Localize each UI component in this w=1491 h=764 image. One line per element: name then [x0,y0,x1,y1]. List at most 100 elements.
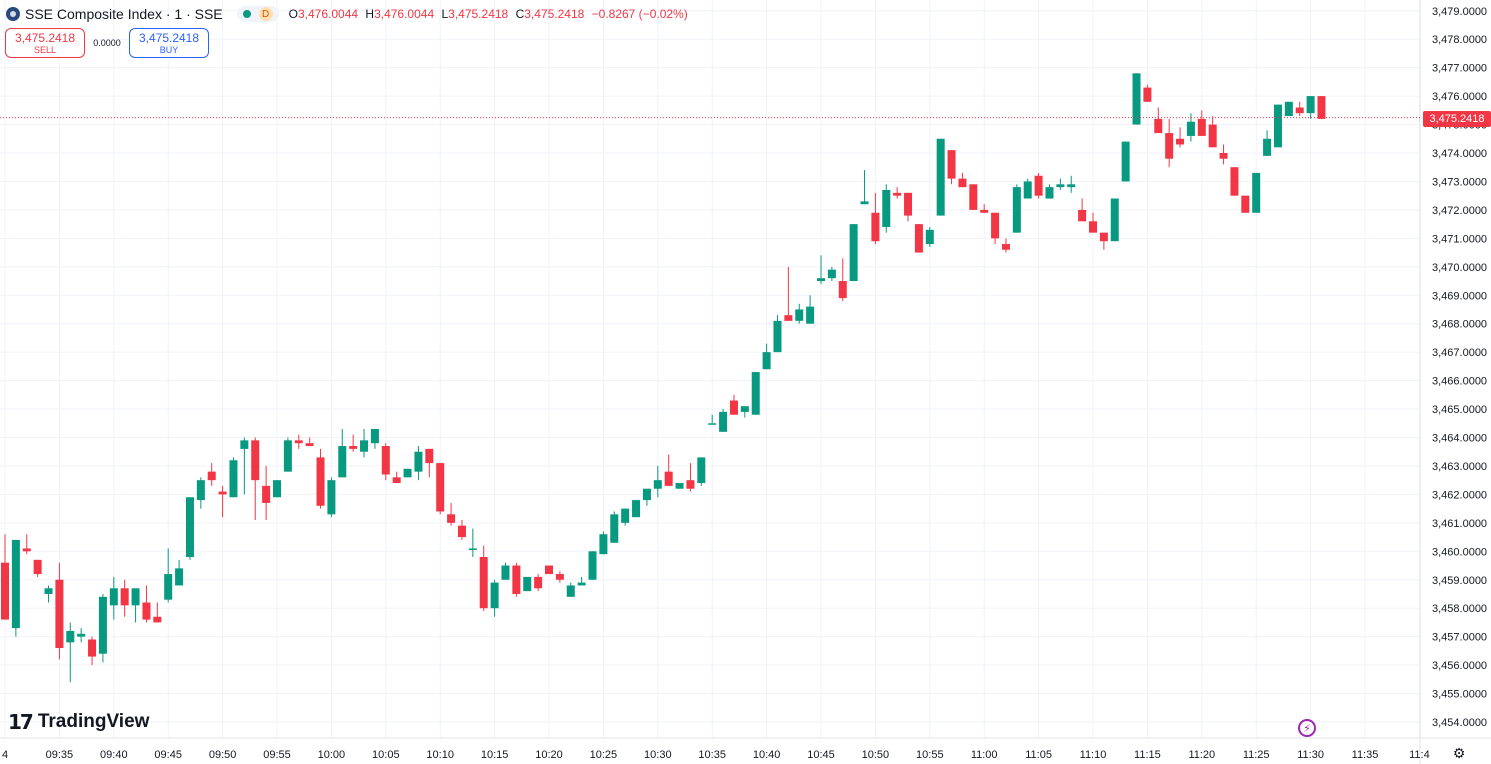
candle[interactable] [806,295,815,324]
candle[interactable] [425,448,434,478]
candle[interactable] [153,602,162,623]
candle[interactable] [849,224,858,282]
candle[interactable] [360,428,369,458]
candle[interactable] [262,465,271,521]
candle[interactable] [120,579,129,617]
candle[interactable] [566,582,575,597]
candle[interactable] [457,520,466,540]
candle[interactable] [860,170,869,205]
candle[interactable] [1056,178,1065,190]
candle[interactable] [664,454,673,486]
candle[interactable] [697,457,706,486]
candle[interactable] [936,138,945,216]
candle[interactable] [621,508,630,526]
candle[interactable] [22,534,31,555]
candle[interactable] [893,187,902,199]
candle[interactable] [1208,116,1217,148]
candle[interactable] [914,224,923,253]
candle[interactable] [577,576,586,586]
candle[interactable] [283,437,292,472]
candle[interactable] [1295,101,1304,117]
gear-icon[interactable]: ⚙ [1452,744,1466,761]
candle[interactable] [109,576,118,620]
candle[interactable] [1012,184,1021,233]
candle[interactable] [392,471,401,484]
candle[interactable] [131,588,140,623]
candle[interactable] [773,315,782,353]
candle[interactable] [588,551,597,580]
candle[interactable] [1252,172,1261,213]
candle[interactable] [904,192,913,222]
candle[interactable] [240,437,249,495]
candle[interactable] [740,406,749,418]
candle[interactable] [316,448,325,509]
candle[interactable] [479,545,488,612]
candle[interactable] [349,434,358,452]
candle[interactable] [642,488,651,506]
candle[interactable] [1176,127,1185,148]
candle[interactable] [98,593,107,663]
candle[interactable] [827,266,836,282]
candle[interactable] [338,428,347,478]
candle[interactable] [403,468,412,478]
candle[interactable] [1110,198,1119,242]
candle[interactable] [871,192,880,245]
candle[interactable] [545,565,553,575]
candle[interactable] [1143,84,1152,102]
candle[interactable] [164,548,173,603]
candle[interactable] [44,585,53,603]
candle[interactable] [817,255,825,284]
candle[interactable] [729,394,738,415]
candle[interactable] [1,534,9,620]
candle[interactable] [501,562,510,580]
candle[interactable] [784,266,793,321]
candle[interactable] [534,574,543,592]
candle[interactable] [1078,198,1087,222]
candle[interactable] [1154,107,1163,134]
candle[interactable] [675,483,684,489]
candle[interactable] [207,463,216,486]
candle[interactable] [1034,172,1043,199]
candle[interactable] [218,485,227,518]
flash-icon[interactable]: ⚡ [1298,719,1316,737]
candle[interactable] [33,559,42,577]
candle[interactable] [447,502,456,526]
candle[interactable] [719,409,728,432]
candle[interactable] [1284,101,1293,117]
sell-button[interactable]: 3,475.2418 SELL [5,28,85,58]
candle[interactable] [1186,113,1195,142]
candle[interactable] [381,443,390,481]
candle[interactable] [273,480,281,498]
candle[interactable] [958,172,967,188]
candle[interactable] [251,437,260,521]
candle[interactable] [991,212,1000,245]
candle[interactable] [414,446,423,481]
candle[interactable] [751,372,760,415]
candle[interactable] [708,414,717,425]
candle[interactable] [436,463,445,515]
candle[interactable] [490,579,499,617]
candle[interactable] [1263,130,1272,156]
symbol-title[interactable]: SSE Composite Index · 1 · SSE [25,6,223,22]
candle[interactable] [686,463,695,492]
market-status[interactable]: D [236,6,279,22]
candle[interactable] [1241,195,1250,213]
candle[interactable] [523,576,532,592]
candle[interactable] [196,477,205,509]
candle[interactable] [882,184,891,233]
candle[interactable] [653,465,662,498]
candle[interactable] [142,585,151,623]
candle[interactable] [1121,141,1130,182]
candle[interactable] [1317,96,1326,119]
buy-button[interactable]: 3,475.2418 BUY [129,28,209,58]
candle[interactable] [947,150,956,185]
candle[interactable] [925,226,934,247]
tradingview-logo[interactable]: 17 TradingView [8,710,149,734]
candle[interactable] [1001,238,1010,253]
candle[interactable] [175,559,184,586]
candle[interactable] [1306,96,1315,119]
candle[interactable] [327,477,336,518]
candle[interactable] [1273,104,1282,148]
candle[interactable] [185,497,194,560]
